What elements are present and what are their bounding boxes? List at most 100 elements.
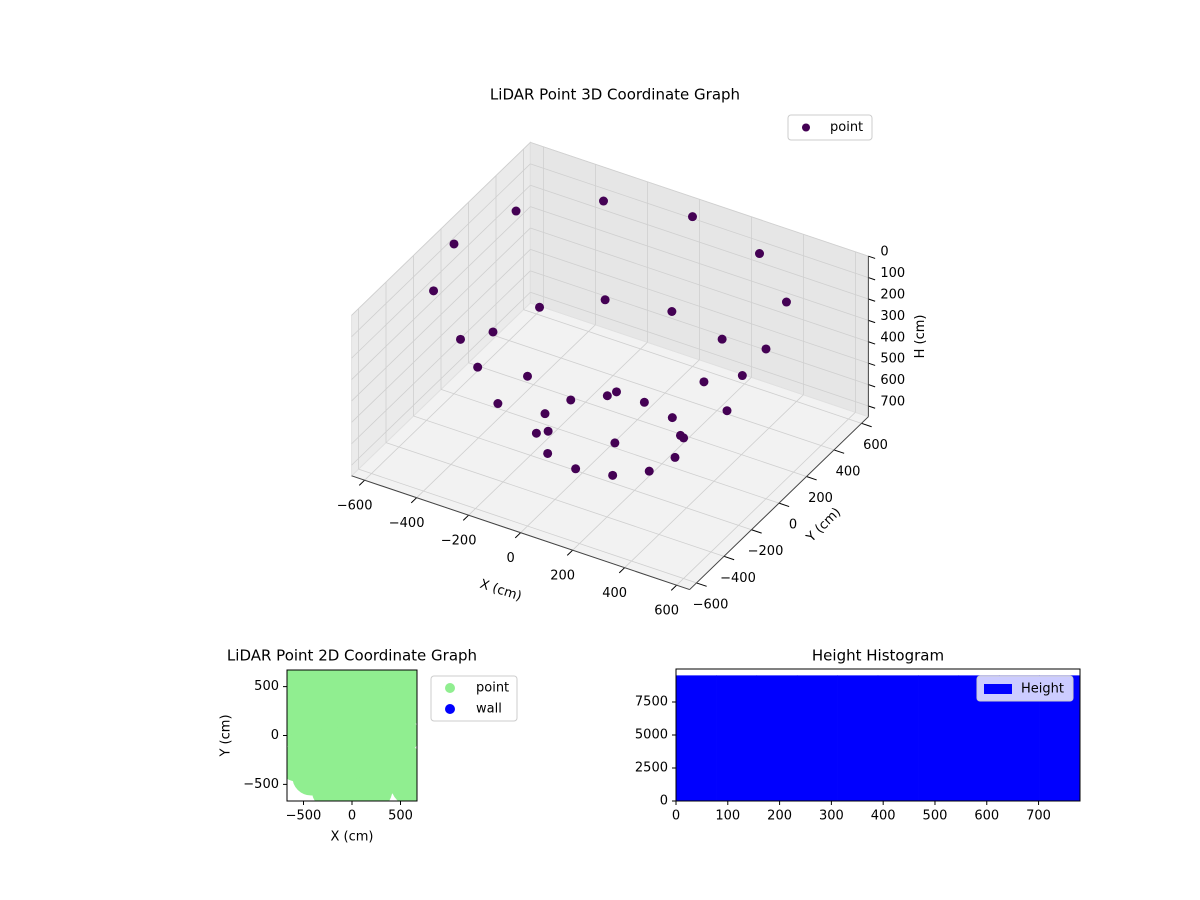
point: [670, 452, 680, 462]
bar: [756, 675, 798, 802]
y-tick-label: 0: [660, 794, 668, 809]
y-tick-label: 0: [271, 728, 279, 743]
legend-label: point: [476, 681, 509, 696]
legend-marker: [984, 684, 1012, 694]
x-tick-label: 700: [1026, 809, 1051, 824]
x-tick-label: 200: [767, 809, 792, 824]
point: [679, 433, 689, 443]
y-tick-label: 5000: [635, 728, 668, 743]
bar: [716, 675, 758, 802]
x-tick-label: 400: [871, 809, 896, 824]
z-tick-label: 0: [880, 245, 888, 260]
bar: [796, 675, 838, 802]
z-tick-label: 600: [880, 373, 905, 388]
y-tick: [723, 555, 735, 561]
grid-line: [351, 291, 531, 466]
y-tick-label: 0: [789, 518, 797, 533]
x-tick-label: 400: [602, 586, 627, 601]
x-tick: [462, 514, 469, 521]
point: [321, 777, 360, 801]
legend-marker: [802, 123, 810, 132]
grid-line: [530, 142, 869, 257]
point: [531, 428, 541, 438]
x-tick-label: −400: [389, 516, 425, 531]
point: [535, 302, 545, 312]
point: [644, 466, 654, 476]
z-tick-label: 400: [880, 330, 905, 345]
grid-line: [358, 468, 697, 584]
point: [755, 249, 764, 259]
point: [543, 426, 553, 436]
point: [449, 239, 459, 249]
x-tick: [618, 567, 625, 574]
point: [566, 395, 576, 405]
y-tick: [833, 449, 845, 454]
grid-line: [351, 142, 531, 316]
point: [289, 670, 328, 696]
x-tick: [670, 584, 677, 591]
grid-line: [351, 163, 531, 338]
grid-line: [385, 442, 725, 557]
point: [493, 399, 503, 409]
x-tick: [358, 479, 365, 486]
point: [608, 470, 618, 480]
x-tick-label: 300: [819, 809, 844, 824]
x-tick-label: −600: [337, 499, 373, 514]
y-tick: [751, 529, 762, 534]
x-tick-label: 600: [974, 809, 999, 824]
point: [540, 409, 550, 419]
z-tick: [868, 341, 876, 345]
grid-line: [495, 335, 835, 451]
chart-title: LiDAR Point 3D Coordinate Graph: [490, 86, 740, 104]
z-tick: [868, 298, 876, 302]
point: [488, 327, 498, 337]
y-tick: [696, 582, 707, 587]
x-tick-label: 100: [715, 809, 740, 824]
y-tick-label: 2500: [635, 761, 668, 776]
y-tick-label: 7500: [635, 695, 668, 710]
y-tick: [806, 476, 817, 481]
z-tick: [868, 255, 876, 259]
y-tick: [861, 422, 872, 428]
z-tick-label: 100: [880, 266, 905, 281]
y-tick-label: 500: [254, 679, 279, 694]
grid-line: [468, 362, 807, 477]
y-tick-label: 200: [808, 491, 833, 506]
legend-box: [976, 675, 1074, 702]
legend-marker: [445, 704, 455, 714]
legend-marker: [445, 683, 455, 693]
x-tick: [514, 532, 521, 539]
plot-area: [287, 670, 417, 801]
z-tick: [868, 384, 876, 388]
x-tick-label: 0: [348, 809, 356, 824]
point: [429, 286, 439, 296]
bar: [877, 675, 919, 802]
y-axis: [689, 416, 869, 590]
z-tick-label: 500: [880, 352, 905, 367]
z-tick-label: 200: [880, 287, 905, 302]
z-tick: [868, 277, 876, 281]
y-axis-label: Y (cm): [219, 714, 234, 757]
grid-line: [530, 184, 869, 300]
point: [781, 297, 791, 307]
point: [473, 362, 483, 372]
point: [610, 438, 620, 448]
point: [667, 413, 677, 423]
x-tick-label: 500: [923, 809, 948, 824]
grid-line: [440, 388, 780, 504]
point: [599, 196, 608, 206]
grid-line: [530, 206, 869, 321]
point: [667, 307, 677, 316]
z-tick: [868, 405, 876, 409]
point: [571, 464, 581, 474]
point: [543, 448, 553, 458]
grid-line: [530, 163, 869, 278]
grid-line: [523, 309, 862, 424]
point: [376, 670, 415, 694]
point: [391, 767, 417, 801]
x-tick-label: 500: [388, 809, 413, 824]
point: [688, 212, 697, 222]
chart-title: LiDAR Point 2D Coordinate Graph: [227, 647, 477, 665]
x-tick-label: −500: [286, 809, 322, 824]
